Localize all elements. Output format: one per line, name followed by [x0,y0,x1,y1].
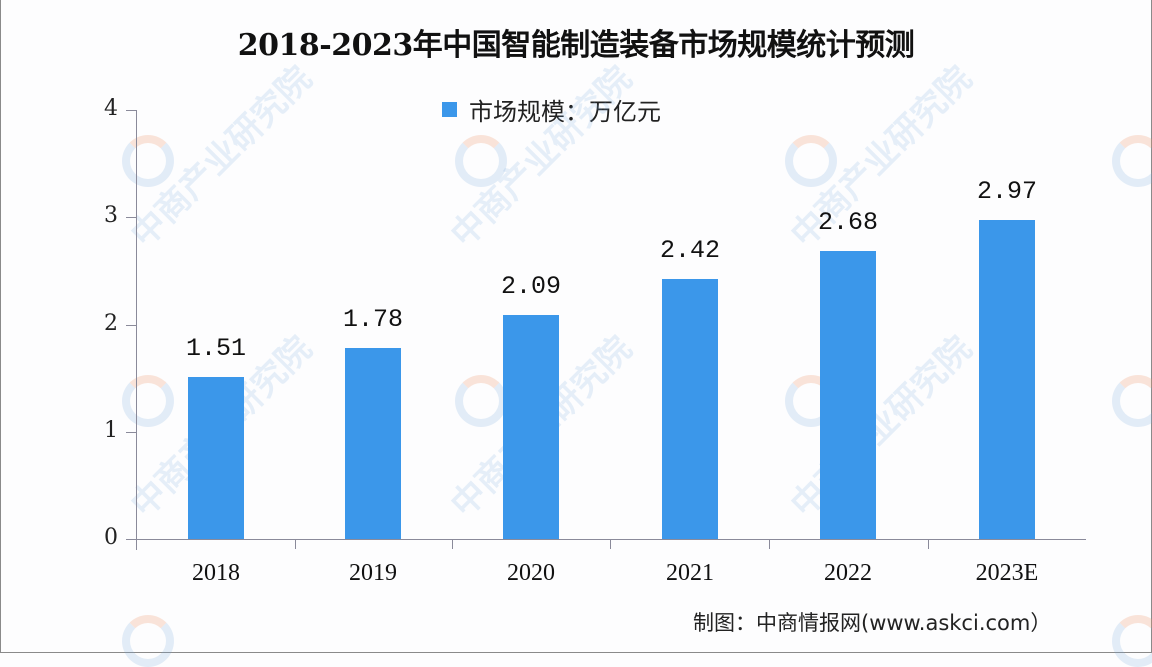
bar-value-label: 1.51 [185,334,246,363]
bar-2020 [503,315,559,539]
legend: 市场规模：万亿元 [442,92,661,127]
legend-label: 市场规模：万亿元 [469,98,661,126]
y-tick-label: 4 [104,96,118,121]
x-tick [769,540,770,549]
x-tick-label: 2022 [824,560,872,586]
x-tick-label: 2021 [666,560,714,586]
bar-2022 [820,251,876,539]
x-tick [928,540,929,549]
bar-2018 [188,377,244,539]
bar-value-label: 2.09 [500,272,561,301]
y-tick-label: 3 [104,203,118,228]
bar-2021 [662,279,718,539]
y-axis [136,110,137,550]
bar-2019 [345,348,401,539]
y-tick-label: 2 [104,311,118,336]
bar-value-label: 2.42 [659,236,720,265]
x-axis [136,539,1086,540]
x-tick-label: 2023E [975,560,1039,586]
source-note: 制图：中商情报网(www.askci.com） [693,611,1052,635]
bar-2023e [979,220,1035,539]
x-tick [610,540,611,549]
x-tick-label: 2019 [349,560,397,586]
x-tick-label: 2018 [192,560,240,586]
y-tick [126,110,136,111]
x-tick-label: 2020 [507,560,555,586]
y-tick-label: 0 [104,525,118,550]
y-tick [126,217,136,218]
x-tick [295,540,296,549]
y-tick [126,325,136,326]
bar-value-label: 2.68 [817,208,878,237]
legend-swatch [442,102,457,117]
y-tick [126,432,136,433]
bar-value-label: 2.97 [976,177,1037,206]
y-tick [126,539,136,540]
chart-title: 2018-2023年中国智能制造装备市场规模统计预测 [237,28,915,63]
x-tick [452,540,453,549]
bar-value-label: 1.78 [342,305,403,334]
y-tick-label: 1 [104,418,118,443]
